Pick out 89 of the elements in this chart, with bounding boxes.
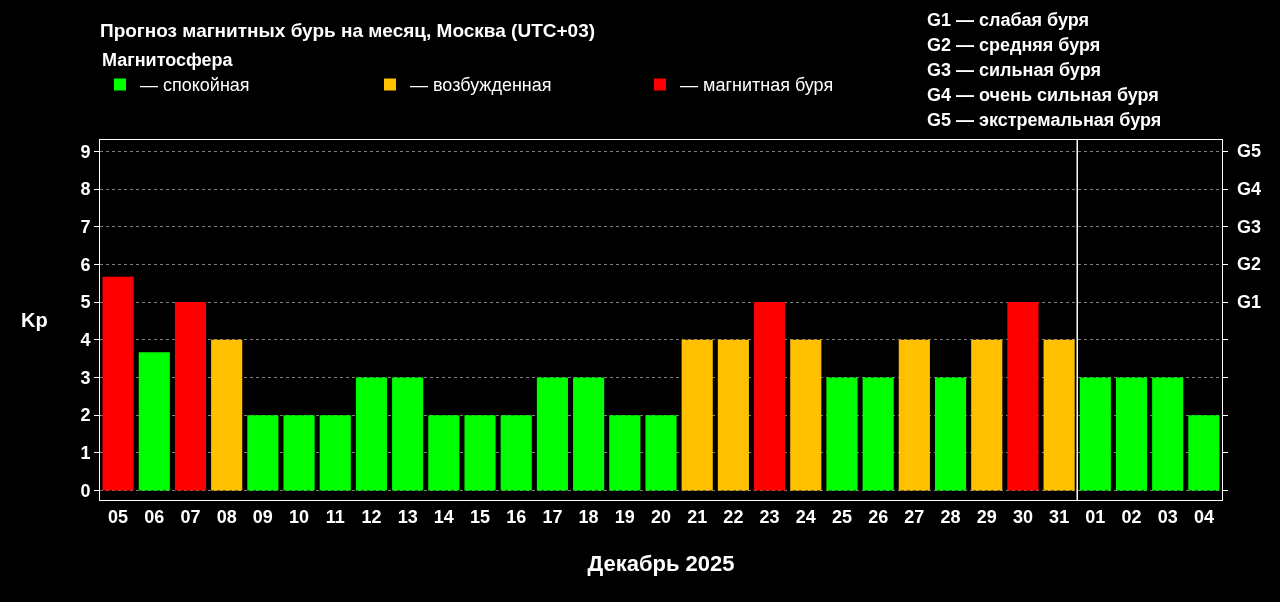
x-tick-label: 12	[361, 506, 382, 527]
x-tick-label: 01	[1085, 506, 1106, 527]
x-tick-label: 15	[470, 506, 491, 527]
bar	[790, 339, 822, 491]
x-tick-label: 20	[650, 506, 672, 527]
text: G1 — слабая буря	[927, 10, 1090, 30]
x-tick-label: 27	[904, 506, 925, 527]
x-tick-label: 16	[506, 506, 527, 527]
text: G3	[1237, 217, 1262, 237]
bar	[211, 339, 243, 491]
bar	[319, 415, 351, 491]
bar	[283, 415, 315, 491]
bar	[645, 415, 677, 491]
x-tick-label: 14	[433, 506, 454, 527]
text: G2	[1237, 254, 1262, 274]
y-tick-label: 2	[80, 405, 91, 426]
x-tick-label: 02	[1121, 506, 1142, 527]
bar	[428, 415, 460, 491]
bar	[536, 377, 568, 491]
chart-title: Прогноз магнитных бурь на месяц, Москва (UTC+03)	[100, 19, 596, 41]
text: G2 — средняя буря	[927, 35, 1101, 55]
bar	[174, 302, 207, 491]
bar	[898, 339, 930, 491]
bar	[392, 377, 424, 491]
y-tick-label: 7	[80, 217, 91, 237]
y-axis-title: Kp	[21, 309, 48, 331]
text: G4 — очень сильная буря	[927, 85, 1159, 105]
y-tick-label: 4	[80, 330, 91, 351]
bar	[717, 339, 749, 491]
x-tick-label: 06	[144, 506, 165, 527]
x-tick-label: 22	[723, 506, 744, 527]
bar	[934, 377, 967, 491]
text: G3 — сильная буря	[927, 60, 1101, 80]
y-tick-label: 8	[80, 179, 91, 200]
bar	[681, 339, 713, 491]
x-tick-label: 24	[795, 506, 816, 527]
x-tick-label: 21	[687, 506, 708, 527]
x-tick-label: 19	[614, 506, 635, 527]
bar	[102, 276, 134, 491]
text: G5	[1237, 141, 1262, 161]
bar	[355, 377, 388, 491]
text: G5 — экстремальная буря	[927, 110, 1162, 130]
bar	[573, 377, 605, 491]
legend-label: — возбужденная	[410, 75, 552, 96]
bar	[500, 415, 532, 491]
bar	[971, 339, 1003, 491]
bar	[247, 415, 279, 491]
y-tick-label: 5	[80, 292, 91, 313]
legend-label: — магнитная буря	[680, 75, 834, 96]
bar	[1115, 377, 1148, 491]
bar	[1152, 377, 1184, 491]
y-tick-label: 6	[80, 254, 91, 275]
bar	[138, 352, 170, 491]
x-tick-label: 13	[397, 506, 418, 527]
x-tick-label: 30	[1012, 506, 1033, 527]
bar	[1007, 302, 1039, 491]
x-tick-label: 08	[216, 506, 237, 527]
x-tick-label: 05	[108, 506, 129, 527]
text: G4	[1237, 179, 1262, 199]
bar	[609, 415, 641, 491]
x-tick-label: 07	[180, 506, 201, 527]
bar	[862, 377, 894, 491]
legend-title: Магнитосфера	[102, 50, 234, 71]
x-tick-label: 03	[1157, 506, 1178, 527]
bar	[754, 302, 786, 491]
legend-label: — спокойная	[140, 75, 250, 96]
x-tick-label: 18	[578, 506, 599, 527]
x-tick-label: 09	[252, 506, 273, 527]
x-tick-label: 25	[831, 506, 852, 527]
x-tick-label: 10	[289, 506, 310, 527]
y-tick-label: 1	[80, 443, 91, 464]
y-tick-label: 9	[80, 141, 91, 162]
x-tick-label: 23	[759, 506, 780, 527]
x-tick-label: 26	[868, 506, 889, 527]
bar	[1188, 415, 1220, 491]
text: G1	[1237, 292, 1262, 312]
bar	[826, 377, 858, 491]
bar	[1043, 339, 1075, 491]
x-tick-label: 28	[940, 506, 961, 527]
y-tick-label: 3	[80, 367, 91, 388]
x-tick-label: 04	[1193, 506, 1214, 527]
bar	[464, 415, 496, 491]
x-tick-label: 31	[1049, 506, 1070, 527]
x-tick-label: 29	[976, 506, 997, 527]
x-axis-title: Декабрь 2025	[587, 551, 735, 577]
y-tick-label: 0	[80, 480, 91, 501]
bar	[1079, 377, 1111, 491]
x-tick-label: 11	[325, 506, 345, 527]
x-tick-label: 17	[542, 506, 563, 527]
